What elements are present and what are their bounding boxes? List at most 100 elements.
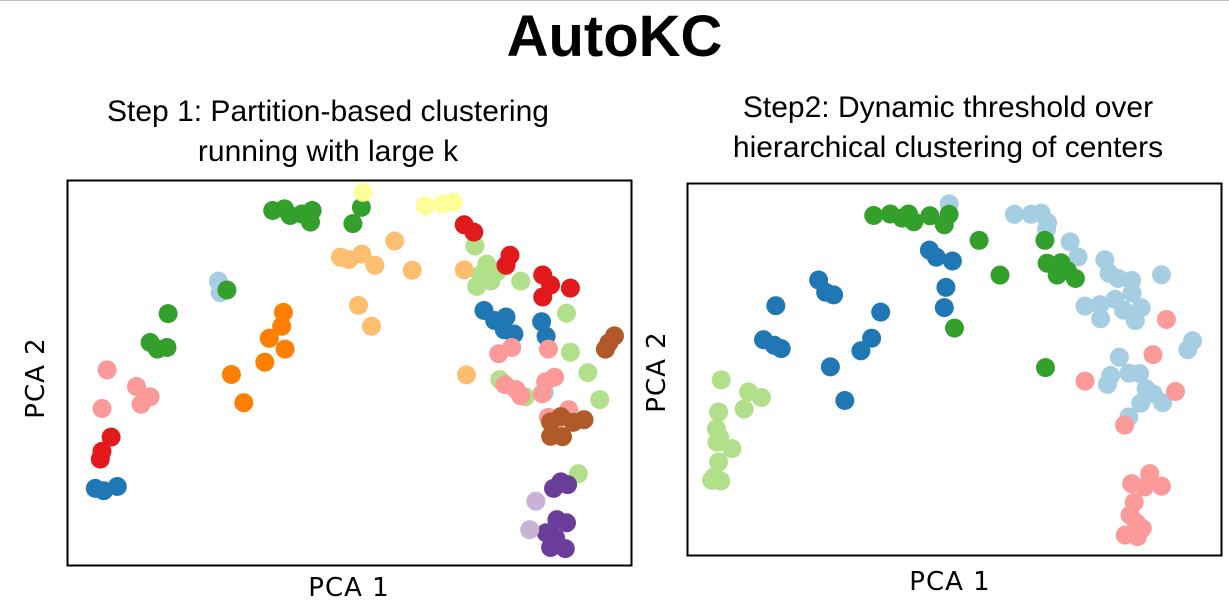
scatter-point: [541, 275, 561, 295]
scatter-point: [131, 394, 151, 414]
scatter-point: [578, 363, 598, 383]
scatter-point: [751, 388, 771, 407]
step1-title-line-2: running with large k: [197, 135, 459, 168]
page-title: AutoKC: [506, 4, 723, 69]
step1-scatter-plot: [66, 179, 633, 567]
scatter-point: [349, 295, 368, 315]
scatter-point: [362, 316, 381, 336]
scatter-point: [275, 339, 295, 359]
step2-points: [702, 194, 1203, 547]
scatter-point: [824, 285, 844, 305]
scatter-point: [353, 182, 373, 202]
scatter-point: [711, 370, 731, 390]
scatter-point: [545, 367, 565, 387]
step1-chart-title: Step 1: Partition-based clustering runni…: [48, 92, 608, 172]
step2-scatter-plot: [686, 182, 1223, 557]
scatter-point: [1125, 311, 1145, 331]
top-rule: [0, 0, 1229, 1]
step1-x-axis-label: PCA 1: [308, 573, 390, 603]
scatter-point: [489, 344, 509, 364]
scatter-point: [1036, 358, 1055, 378]
scatter-point: [94, 481, 114, 501]
scatter-point: [255, 352, 275, 372]
step1-title-line-1: Step 1: Partition-based clustering: [107, 95, 549, 128]
scatter-point: [1115, 415, 1135, 435]
scatter-point: [555, 539, 575, 559]
scatter-point: [1109, 347, 1129, 367]
scatter-point: [934, 298, 954, 318]
scatter-point: [532, 312, 552, 332]
scatter-point: [926, 247, 946, 267]
scatter-point: [339, 250, 359, 269]
scatter-point: [1090, 295, 1110, 315]
scatter-point: [990, 265, 1010, 285]
scatter-point: [1166, 382, 1185, 401]
scatter-point: [301, 212, 320, 232]
scatter-point: [1068, 247, 1088, 267]
scatter-point: [864, 206, 884, 225]
scatter-point: [1091, 309, 1111, 329]
scatter-point: [541, 538, 561, 557]
scatter-point: [851, 341, 871, 361]
scatter-point: [595, 339, 615, 359]
scatter-point: [234, 393, 254, 413]
scatter-point: [465, 236, 485, 256]
scatter-point: [1060, 232, 1080, 252]
scatter-point: [221, 365, 241, 384]
scatter-point: [444, 192, 463, 212]
scatter-point: [467, 277, 487, 296]
scatter-point: [365, 255, 385, 275]
scatter-point: [1130, 364, 1150, 384]
scatter-point: [511, 386, 531, 406]
scatter-point: [351, 197, 371, 217]
scatter-point: [709, 452, 729, 472]
scatter-point: [454, 260, 474, 280]
scatter-point: [415, 196, 435, 216]
scatter-point: [259, 328, 279, 348]
step2-x-axis-label: PCA 1: [909, 567, 991, 597]
scatter-point: [1131, 393, 1151, 413]
scatter-point: [871, 302, 891, 322]
scatter-point: [520, 520, 540, 540]
scatter-point: [464, 222, 484, 242]
scatter-point: [97, 360, 117, 380]
scatter-point: [538, 339, 558, 359]
scatter-point: [820, 357, 840, 377]
scatter-point: [702, 470, 722, 490]
scatter-point: [969, 230, 989, 250]
scatter-point: [899, 204, 918, 224]
scatter-point: [1122, 283, 1142, 303]
scatter-point: [1075, 371, 1095, 391]
scatter-point: [511, 271, 531, 291]
scatter-point: [1035, 230, 1055, 250]
scatter-point: [496, 255, 516, 275]
scatter-point: [273, 302, 293, 322]
scatter-point: [457, 365, 476, 385]
step1-points: [85, 182, 624, 559]
scatter-point: [157, 338, 177, 357]
step2-chart-title: Step2: Dynamic threshold over hierarchic…: [668, 88, 1228, 168]
scatter-point: [771, 339, 791, 359]
scatter-point: [1152, 265, 1171, 285]
scatter-point: [936, 277, 956, 297]
scatter-point: [1143, 345, 1163, 365]
scatter-point: [272, 316, 292, 336]
scatter-point: [1156, 310, 1176, 329]
scatter-point: [1152, 476, 1171, 496]
scatter-point: [560, 278, 580, 298]
scatter-point: [1004, 204, 1024, 224]
scatter-point: [934, 215, 954, 235]
step2-plot-frame: [686, 182, 1223, 557]
scatter-point: [1075, 296, 1095, 316]
scatter-point: [560, 342, 580, 362]
scatter-point: [862, 328, 882, 348]
scatter-point: [1134, 477, 1154, 497]
scatter-point: [532, 384, 552, 404]
scatter-point: [526, 491, 546, 511]
scatter-point: [544, 478, 563, 498]
scatter-point: [734, 399, 754, 419]
scatter-point: [722, 439, 742, 459]
scatter-point: [1153, 393, 1173, 413]
scatter-point: [920, 206, 940, 226]
scatter-point: [1178, 340, 1198, 360]
